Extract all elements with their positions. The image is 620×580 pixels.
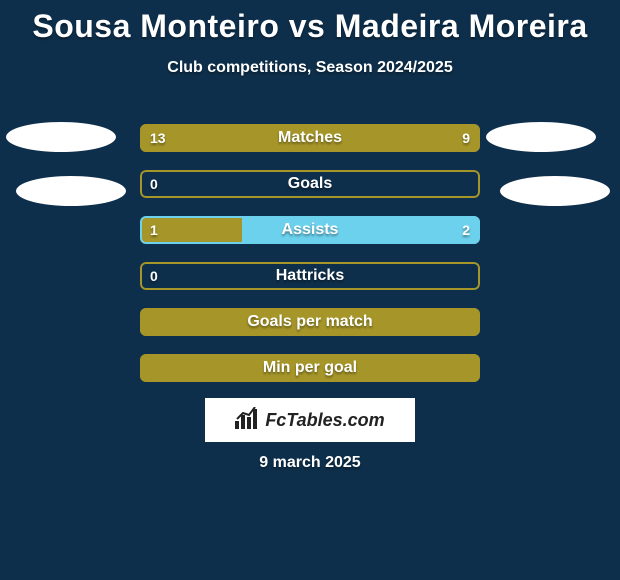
page-title: Sousa Monteiro vs Madeira Moreira [0, 0, 620, 45]
player-left-avatar-2 [16, 176, 126, 206]
stat-value-left: 13 [150, 124, 166, 152]
stat-row: Min per goal [140, 354, 480, 382]
date-label: 9 march 2025 [0, 454, 620, 472]
stat-rows: Matches139Goals0Assists12Hattricks0Goals… [140, 124, 480, 400]
player-left-avatar [6, 122, 116, 152]
logo-text: FcTables.com [265, 410, 384, 431]
stat-value-left: 1 [150, 216, 158, 244]
stat-value-left: 0 [150, 262, 158, 290]
stat-row: Goals per match [140, 308, 480, 336]
stat-row: Goals0 [140, 170, 480, 198]
stat-value-right: 9 [462, 124, 470, 152]
stat-label: Goals per match [140, 308, 480, 336]
comparison-card: Sousa Monteiro vs Madeira Moreira Club c… [0, 0, 620, 580]
stat-label: Min per goal [140, 354, 480, 382]
page-subtitle: Club competitions, Season 2024/2025 [0, 59, 620, 77]
stat-value-right: 2 [462, 216, 470, 244]
barchart-icon [235, 407, 259, 434]
stat-label: Goals [140, 170, 480, 198]
stat-row: Matches13 9 [140, 124, 480, 152]
stat-row: Assists1 2 [140, 216, 480, 244]
player-right-avatar-2 [500, 176, 610, 206]
stat-label: Hattricks [140, 262, 480, 290]
stat-label: Matches [140, 124, 480, 152]
stat-value-left: 0 [150, 170, 158, 198]
stat-label: Assists [140, 216, 480, 244]
stat-row: Hattricks0 [140, 262, 480, 290]
player-right-avatar [486, 122, 596, 152]
logo-box: FcTables.com [205, 398, 415, 442]
